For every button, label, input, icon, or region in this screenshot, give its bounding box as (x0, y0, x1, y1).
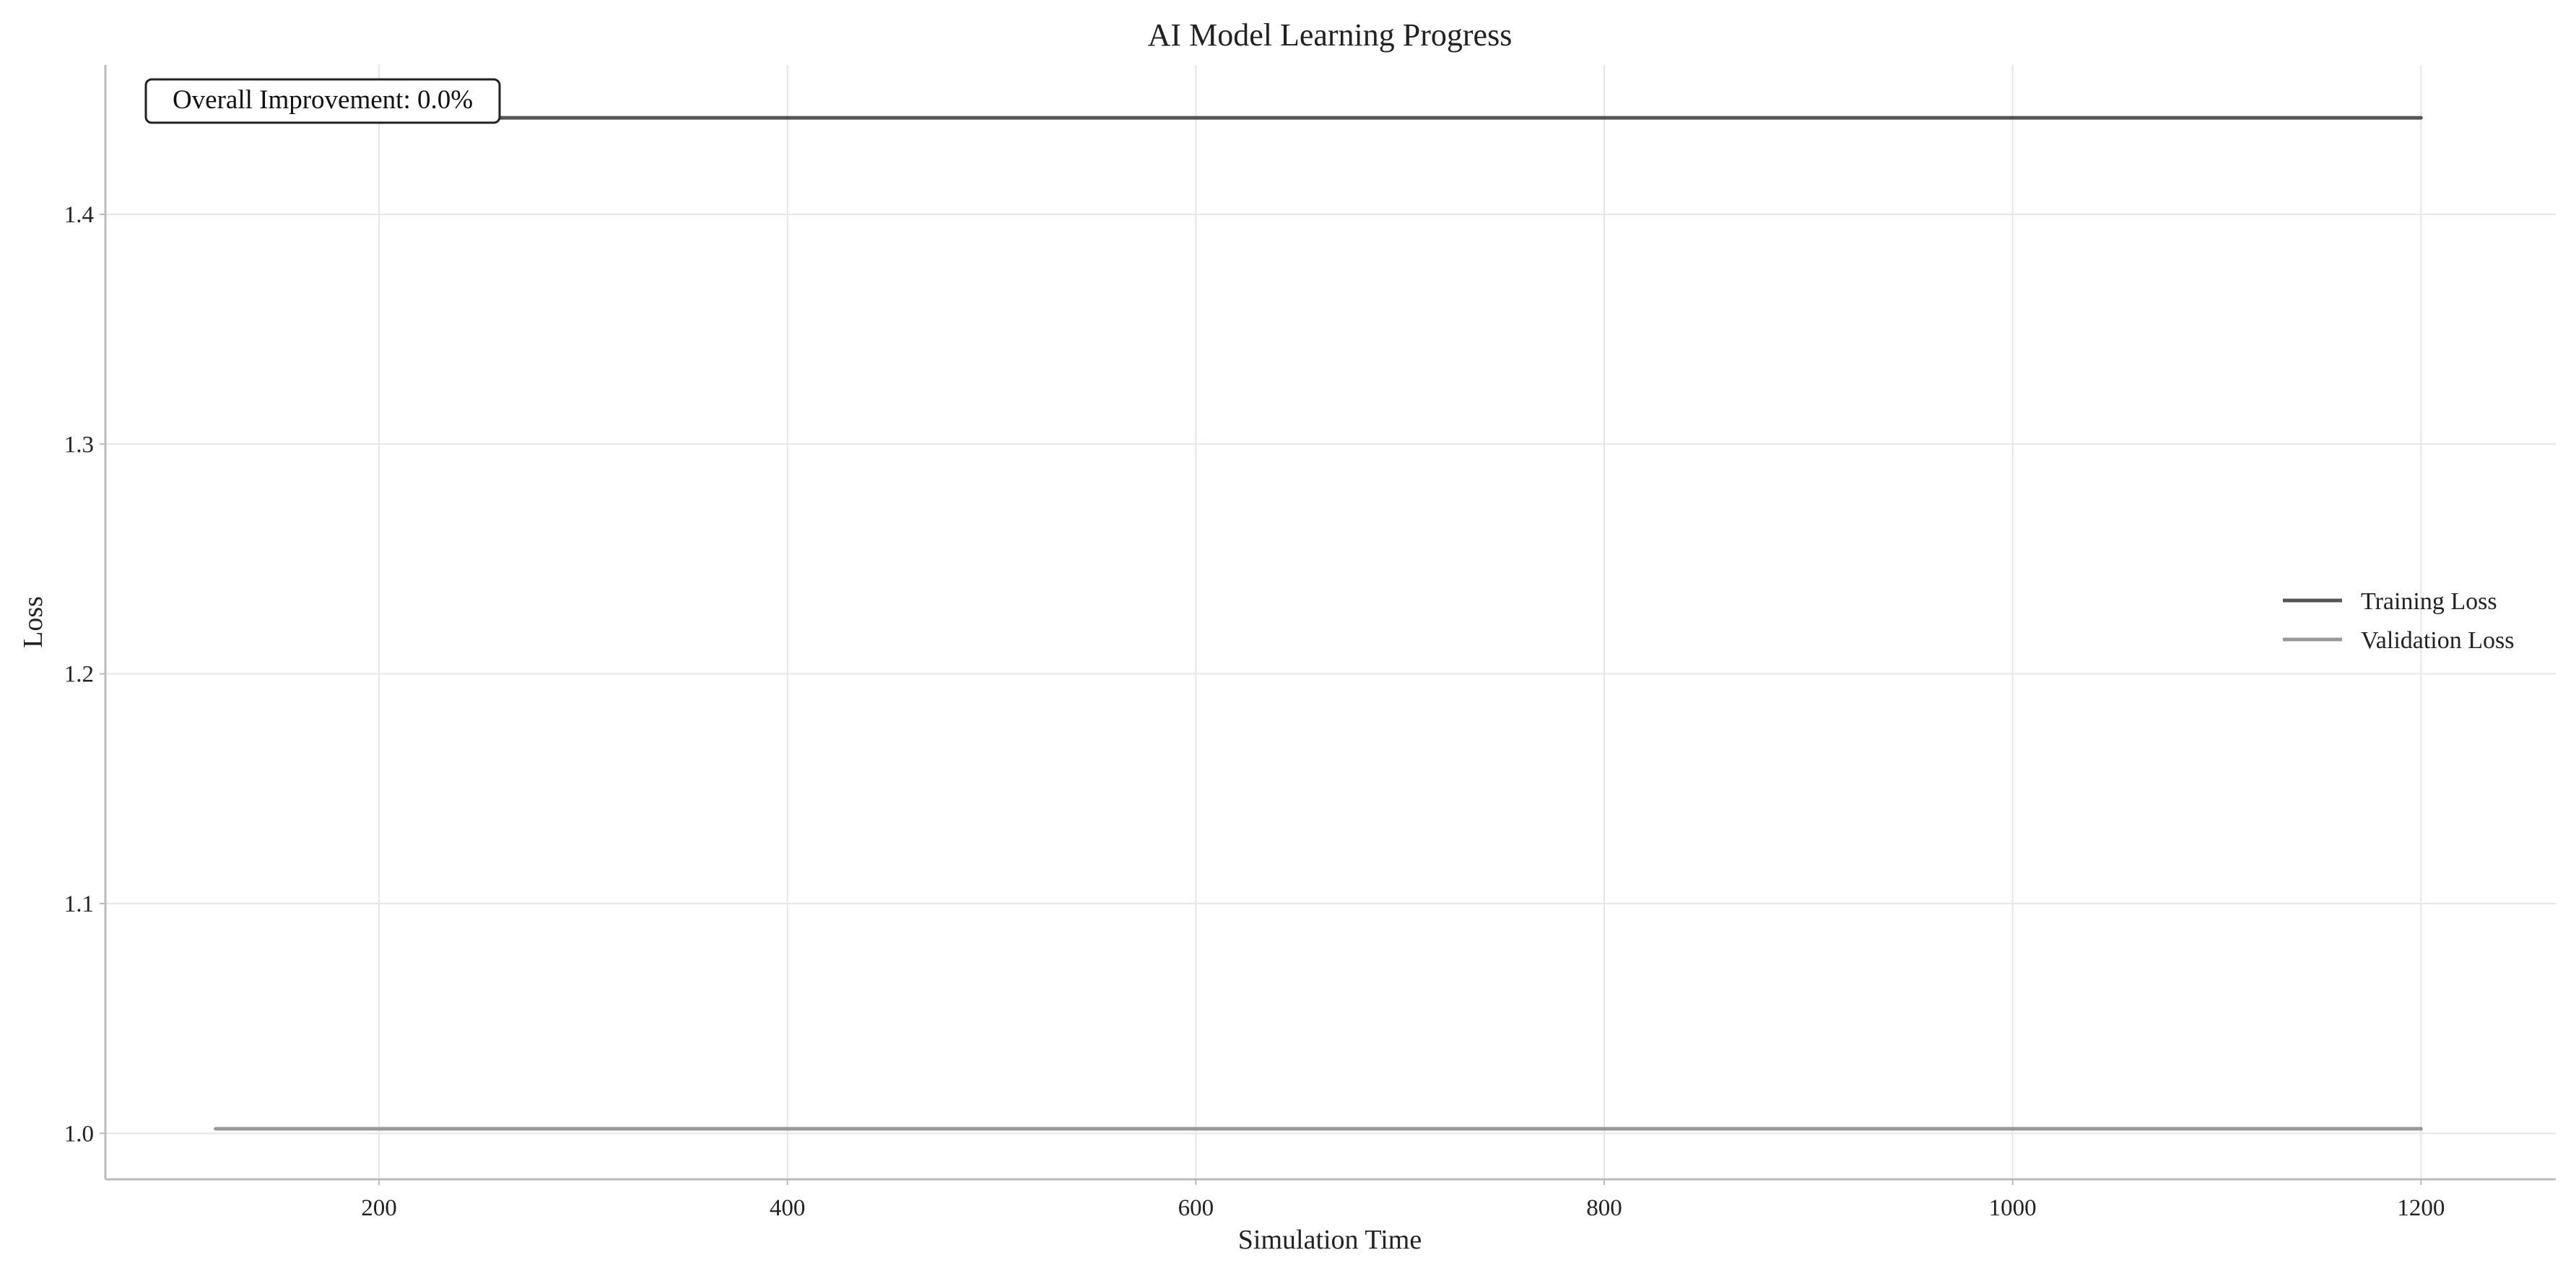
x-tick-label: 1200 (2397, 1195, 2445, 1221)
chart-title: AI Model Learning Progress (1148, 17, 1513, 53)
y-tick-label: 1.1 (64, 891, 94, 917)
legend-label-validation-loss: Validation Loss (2361, 627, 2514, 654)
x-tick-label: 800 (1586, 1195, 1622, 1221)
y-tick-label: 1.2 (64, 662, 94, 688)
x-tick-label: 400 (770, 1195, 806, 1221)
y-axis-label: Loss (18, 596, 48, 648)
y-tick-label: 1.3 (64, 432, 94, 458)
x-tick-label: 600 (1178, 1195, 1214, 1221)
x-ticks: 200 400 600 800 1000 1200 (361, 1179, 2445, 1221)
series-layer (214, 115, 2423, 1131)
legend: Training Loss Validation Loss (2283, 588, 2514, 654)
x-tick-label: 1000 (1989, 1195, 2037, 1221)
y-tick-label: 1.4 (64, 202, 94, 228)
y-ticks: 1.0 1.1 1.2 1.3 1.4 (64, 202, 105, 1147)
grid (105, 65, 2556, 1179)
annotation-text: Overall Improvement: 0.0% (173, 85, 473, 115)
x-axis-label: Simulation Time (1238, 1225, 1422, 1255)
annotation-box (144, 78, 501, 124)
legend-label-training-loss: Training Loss (2361, 588, 2497, 615)
x-tick-label: 200 (361, 1195, 397, 1221)
y-tick-label: 1.0 (64, 1121, 94, 1147)
improvement-annotation: Overall Improvement: 0.0% (144, 78, 501, 124)
